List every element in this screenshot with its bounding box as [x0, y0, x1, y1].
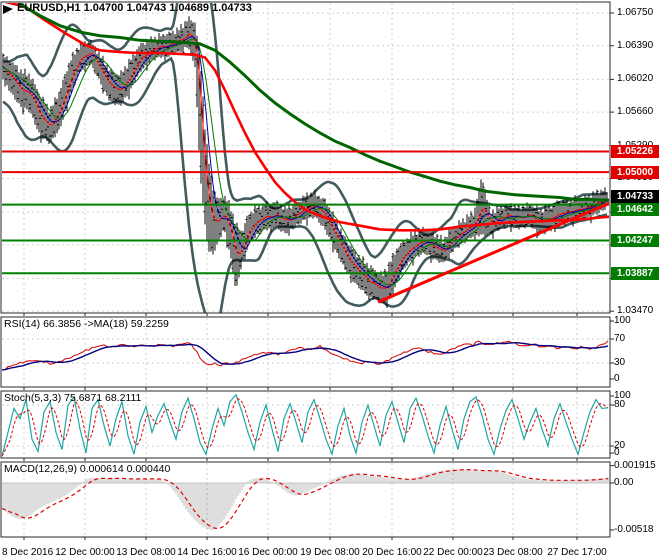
stoch-k-line — [2, 393, 609, 457]
macd-histogram — [2, 469, 609, 531]
ohlc-bars — [2, 16, 609, 308]
ma-fast-red — [2, 33, 608, 290]
rsi-panel — [2, 340, 609, 371]
main-panel-border — [0, 1, 611, 314]
ascending-trendline — [377, 201, 609, 304]
macd-panel — [2, 468, 609, 531]
bollinger-lower-band — [2, 56, 608, 313]
ma-thin-green — [2, 38, 608, 286]
stochastic-panel — [2, 393, 609, 457]
stoch-d-line — [2, 398, 609, 457]
rsi-line — [2, 340, 609, 371]
chart-arrow-icon[interactable] — [3, 5, 13, 14]
ma-slow-red — [5, 3, 609, 232]
main-price-panel — [2, 3, 609, 313]
ma-slow-green — [17, 3, 609, 202]
macd-signal-line — [2, 468, 609, 529]
grid-lines — [2, 3, 609, 536]
rsi-panel-border — [0, 316, 611, 388]
rsi-ma-line — [2, 341, 609, 371]
stoch-panel-border — [0, 390, 611, 459]
macd-panel-border — [0, 461, 611, 538]
ma-blue — [2, 36, 608, 288]
